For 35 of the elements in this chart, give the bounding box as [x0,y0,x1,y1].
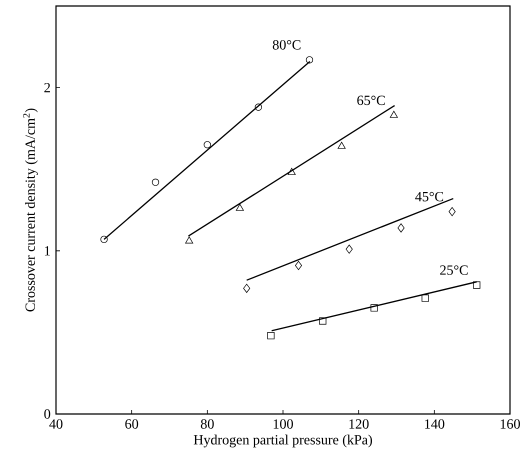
point [346,244,353,254]
y-tick-label: 2 [44,82,50,92]
point [204,141,211,148]
point [390,110,398,118]
point [152,178,160,186]
x-tick-label: 160 [500,419,520,429]
x-tick-label: 40 [49,419,62,429]
x-tick-label: 120 [349,419,369,429]
point [288,168,296,175]
point [254,104,262,111]
point [448,207,456,216]
point [267,332,275,340]
x-tick-label: 80 [200,419,214,429]
x-tick-label: 60 [125,419,138,429]
series-label: 65°C [357,96,385,106]
point [236,204,244,211]
x-tick-label: 100 [274,419,293,429]
point [370,304,378,312]
series-label: 25°C [440,265,468,275]
point [243,284,250,293]
point [422,294,429,302]
point [306,56,314,64]
point [473,281,480,289]
series-label: 45°C [415,192,444,202]
point [295,260,302,270]
x-tick-label: 140 [425,419,444,429]
point [398,223,405,232]
series-label: 80°C [272,40,300,50]
point [100,236,108,244]
point [338,142,346,149]
y-tick-label: 0 [44,409,50,419]
point [319,317,326,325]
y-axis-title: Crossover current density (mA/cm$^{2}$) [23,108,38,312]
y-tick-label: 1 [44,246,50,256]
x-axis-title: Hydrogen partial pressure (kPa) [194,434,372,448]
